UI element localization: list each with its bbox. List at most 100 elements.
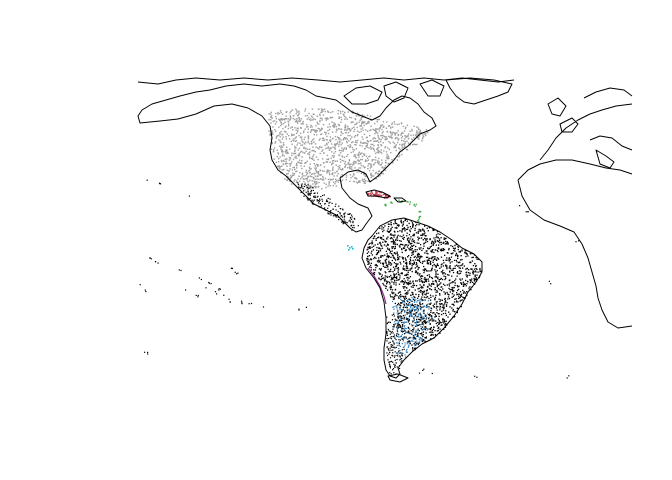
occurrence-point <box>284 121 286 123</box>
occurrence-point <box>405 228 408 231</box>
occurrence-point <box>331 131 334 133</box>
occurrence-point <box>272 149 275 151</box>
occurrence-point <box>414 309 416 312</box>
occurrence-point <box>432 256 434 258</box>
occurrence-point <box>310 190 312 193</box>
occurrence-point <box>384 203 387 206</box>
occurrence-point <box>348 140 350 142</box>
occurrence-point <box>456 271 458 274</box>
occurrence-point <box>297 149 299 151</box>
occurrence-point <box>438 244 440 246</box>
occurrence-point <box>288 159 291 161</box>
occurrence-point <box>372 143 374 146</box>
occurrence-point <box>399 246 401 248</box>
occurrence-point <box>344 165 346 168</box>
occurrence-point <box>373 159 375 161</box>
occurrence-point <box>428 274 430 276</box>
occurrence-point <box>386 354 389 357</box>
occurrence-point <box>410 312 412 314</box>
occurrence-point <box>389 283 391 285</box>
occurrence-point <box>298 185 300 188</box>
occurrence-point <box>403 283 405 285</box>
occurrence-point <box>390 279 392 281</box>
occurrence-point <box>418 138 420 140</box>
occurrence-point <box>366 257 368 260</box>
occurrence-point <box>319 203 321 205</box>
occurrence-point <box>406 307 408 309</box>
occurrence-point <box>341 174 343 176</box>
occurrence-point <box>379 250 382 252</box>
occurrence-point <box>299 151 302 154</box>
occurrence-point <box>431 318 433 320</box>
occurrence-point <box>429 314 431 317</box>
occurrence-point <box>338 167 341 169</box>
occurrence-point <box>418 341 420 343</box>
occurrence-point <box>339 158 341 160</box>
occurrence-point <box>432 241 435 243</box>
occurrence-point <box>398 324 400 326</box>
occurrence-point <box>294 179 296 181</box>
occurrence-point <box>442 283 445 285</box>
occurrence-point <box>425 321 427 323</box>
occurrence-point <box>402 301 404 303</box>
occurrence-point <box>401 248 403 251</box>
occurrence-point <box>418 253 420 255</box>
occurrence-point <box>324 144 326 146</box>
occurrence-point <box>381 132 383 134</box>
occurrence-point <box>277 153 280 155</box>
occurrence-point <box>382 126 385 128</box>
occurrence-point <box>353 126 355 128</box>
occurrence-point <box>475 279 478 281</box>
occurrence-point <box>441 306 443 308</box>
occurrence-point <box>317 202 320 204</box>
occurrence-point <box>475 278 477 280</box>
occurrence-point <box>420 211 422 213</box>
occurrence-point <box>318 148 320 150</box>
occurrence-point <box>300 150 302 152</box>
occurrence-point <box>449 267 451 269</box>
occurrence-point <box>389 357 392 359</box>
occurrence-point <box>392 256 394 258</box>
occurrence-point <box>411 263 414 265</box>
occurrence-point <box>321 198 323 200</box>
occurrence-point <box>285 136 287 138</box>
occurrence-point <box>303 165 306 167</box>
occurrence-point <box>390 270 392 273</box>
occurrence-point <box>375 131 377 134</box>
occurrence-point <box>378 130 381 132</box>
occurrence-point <box>343 213 345 215</box>
occurrence-point <box>401 231 403 233</box>
occurrence-point <box>384 146 387 148</box>
occurrence-point <box>294 140 297 142</box>
occurrence-point <box>381 255 383 257</box>
occurrence-point <box>421 249 423 252</box>
occurrence-point <box>376 246 378 249</box>
occurrence-point <box>412 234 414 237</box>
occurrence-point <box>474 274 476 276</box>
occurrence-point <box>432 331 434 333</box>
occurrence-point <box>414 271 417 274</box>
occurrence-point <box>453 267 455 270</box>
occurrence-point <box>454 311 456 313</box>
occurrence-point <box>336 214 339 216</box>
occurrence-point <box>382 235 384 237</box>
occurrence-point <box>306 197 308 199</box>
occurrence-point <box>298 120 300 122</box>
occurrence-point <box>312 186 314 188</box>
occurrence-point <box>463 265 465 267</box>
occurrence-point <box>422 321 424 323</box>
occurrence-point <box>376 121 378 123</box>
occurrence-point <box>403 300 405 302</box>
occurrence-point <box>457 297 460 300</box>
occurrence-point <box>396 332 399 334</box>
occurrence-point <box>437 233 439 235</box>
occurrence-point <box>404 145 406 148</box>
occurrence-point <box>380 144 383 147</box>
occurrence-point <box>357 153 360 155</box>
occurrence-point <box>351 175 354 178</box>
occurrence-point <box>410 340 412 343</box>
occurrence-point <box>417 305 419 307</box>
occurrence-point <box>417 308 419 311</box>
occurrence-point <box>414 341 416 343</box>
occurrence-point <box>414 143 417 146</box>
